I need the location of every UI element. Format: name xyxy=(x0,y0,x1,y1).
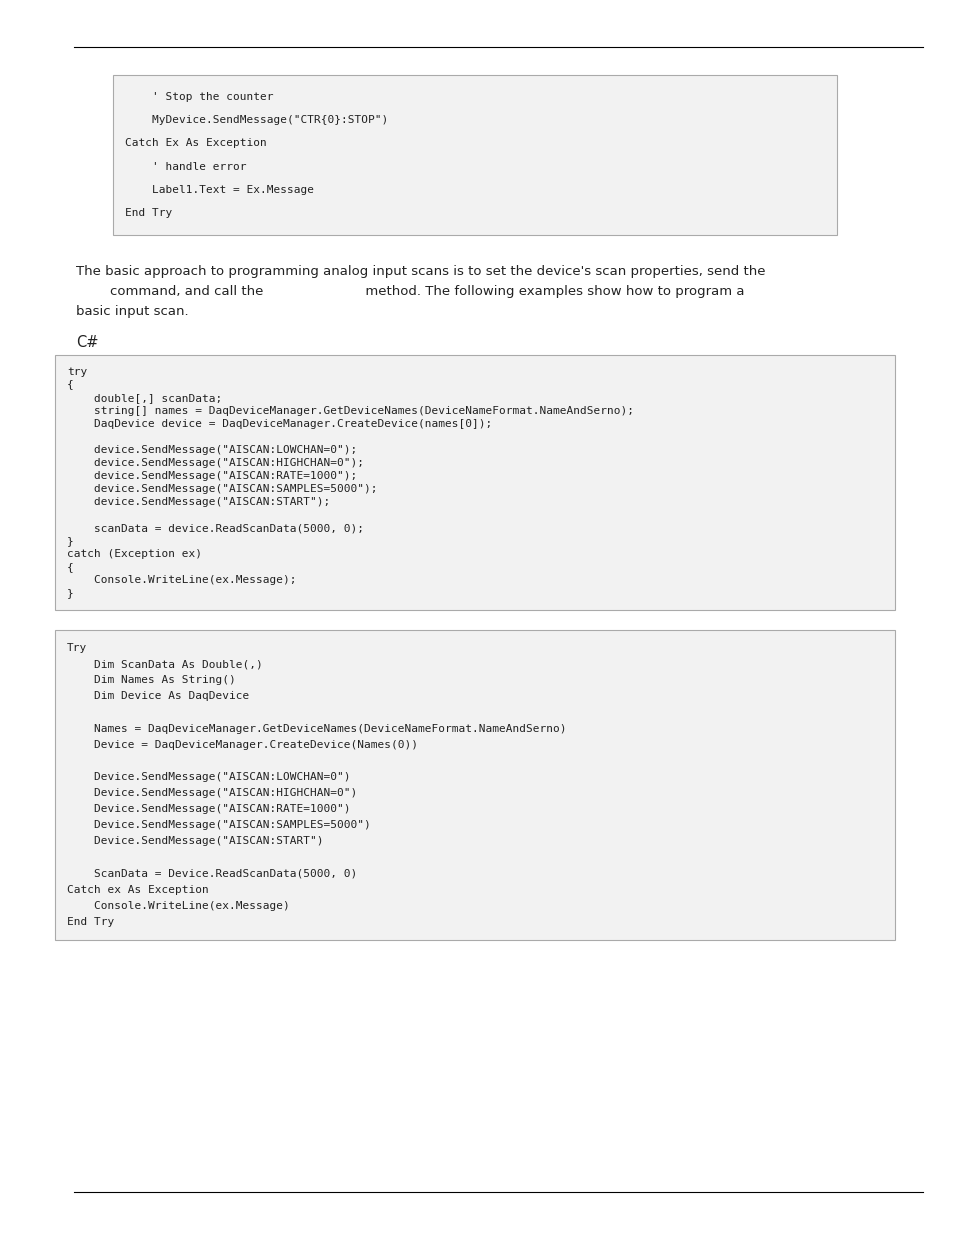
Text: Try: Try xyxy=(67,643,87,653)
Text: Catch ex As Exception: Catch ex As Exception xyxy=(67,884,209,894)
Text: Dim Names As String(): Dim Names As String() xyxy=(67,676,235,685)
Text: {: { xyxy=(67,379,73,389)
Text: try: try xyxy=(67,367,87,377)
Text: }: } xyxy=(67,536,73,546)
Text: command, and call the                        method. The following examples show: command, and call the method. The follow… xyxy=(76,285,743,298)
Text: device.SendMessage("AISCAN:START");: device.SendMessage("AISCAN:START"); xyxy=(67,496,330,508)
Bar xyxy=(112,75,836,235)
Text: Dim ScanData As Double(,): Dim ScanData As Double(,) xyxy=(67,659,262,669)
Text: End Try: End Try xyxy=(67,916,114,927)
Text: ' Stop the counter: ' Stop the counter xyxy=(125,91,274,101)
Text: DaqDevice device = DaqDeviceManager.CreateDevice(names[0]);: DaqDevice device = DaqDeviceManager.Crea… xyxy=(67,419,492,429)
Text: string[] names = DaqDeviceManager.GetDeviceNames(DeviceNameFormat.NameAndSerno);: string[] names = DaqDeviceManager.GetDev… xyxy=(67,405,634,416)
Text: Device.SendMessage("AISCAN:START"): Device.SendMessage("AISCAN:START") xyxy=(67,836,323,846)
Text: ' handle error: ' handle error xyxy=(125,162,246,172)
Text: {: { xyxy=(67,562,73,572)
Text: device.SendMessage("AISCAN:HIGHCHAN=0");: device.SendMessage("AISCAN:HIGHCHAN=0"); xyxy=(67,458,364,468)
Text: double[,] scanData;: double[,] scanData; xyxy=(67,393,222,403)
Text: Device.SendMessage("AISCAN:HIGHCHAN=0"): Device.SendMessage("AISCAN:HIGHCHAN=0") xyxy=(67,788,356,798)
Text: Label1.Text = Ex.Message: Label1.Text = Ex.Message xyxy=(125,185,314,195)
Text: The basic approach to programming analog input scans is to set the device's scan: The basic approach to programming analog… xyxy=(76,266,764,278)
Text: device.SendMessage("AISCAN:RATE=1000");: device.SendMessage("AISCAN:RATE=1000"); xyxy=(67,471,356,480)
Text: catch (Exception ex): catch (Exception ex) xyxy=(67,550,202,559)
Text: device.SendMessage("AISCAN:SAMPLES=5000");: device.SendMessage("AISCAN:SAMPLES=5000"… xyxy=(67,484,377,494)
Text: Catch Ex As Exception: Catch Ex As Exception xyxy=(125,138,267,148)
Text: basic input scan.: basic input scan. xyxy=(76,305,189,317)
Text: scanData = device.ReadScanData(5000, 0);: scanData = device.ReadScanData(5000, 0); xyxy=(67,524,364,534)
Text: Dim Device As DaqDevice: Dim Device As DaqDevice xyxy=(67,692,249,701)
Text: Device = DaqDeviceManager.CreateDevice(Names(0)): Device = DaqDeviceManager.CreateDevice(N… xyxy=(67,740,417,750)
Text: ScanData = Device.ReadScanData(5000, 0): ScanData = Device.ReadScanData(5000, 0) xyxy=(67,868,356,878)
Text: MyDevice.SendMessage("CTR{0}:STOP"): MyDevice.SendMessage("CTR{0}:STOP") xyxy=(125,115,388,125)
Text: Console.WriteLine(ex.Message);: Console.WriteLine(ex.Message); xyxy=(67,576,296,585)
Bar xyxy=(55,354,894,610)
Text: Names = DaqDeviceManager.GetDeviceNames(DeviceNameFormat.NameAndSerno): Names = DaqDeviceManager.GetDeviceNames(… xyxy=(67,724,566,734)
Text: }: } xyxy=(67,588,73,599)
Bar xyxy=(55,630,894,940)
Text: Device.SendMessage("AISCAN:LOWCHAN=0"): Device.SendMessage("AISCAN:LOWCHAN=0") xyxy=(67,772,350,782)
Text: Console.WriteLine(ex.Message): Console.WriteLine(ex.Message) xyxy=(67,900,290,911)
Text: End Try: End Try xyxy=(125,209,172,219)
Text: C#: C# xyxy=(76,335,98,350)
Text: Device.SendMessage("AISCAN:SAMPLES=5000"): Device.SendMessage("AISCAN:SAMPLES=5000"… xyxy=(67,820,371,830)
Text: Device.SendMessage("AISCAN:RATE=1000"): Device.SendMessage("AISCAN:RATE=1000") xyxy=(67,804,350,814)
Text: device.SendMessage("AISCAN:LOWCHAN=0");: device.SendMessage("AISCAN:LOWCHAN=0"); xyxy=(67,445,356,454)
